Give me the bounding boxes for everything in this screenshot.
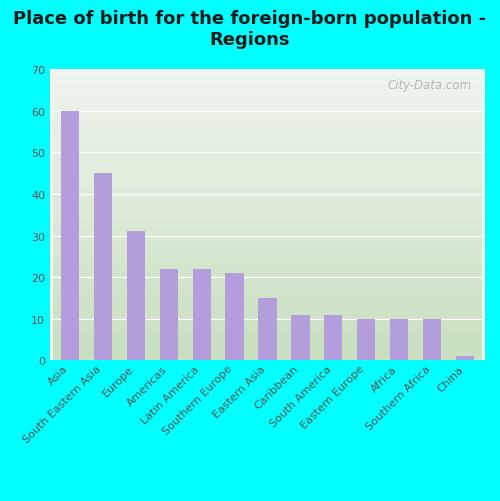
Text: Place of birth for the foreign-born population -
Regions: Place of birth for the foreign-born popu… — [14, 10, 486, 49]
Bar — [390, 319, 408, 361]
Bar — [423, 319, 442, 361]
Bar — [226, 274, 244, 361]
Bar — [358, 319, 376, 361]
Bar — [192, 270, 210, 361]
Bar — [258, 299, 276, 361]
Bar — [60, 112, 79, 361]
Bar — [160, 270, 178, 361]
Bar — [94, 174, 112, 361]
Bar — [456, 357, 474, 361]
Bar — [292, 315, 310, 361]
Text: City-Data.com: City-Data.com — [388, 79, 472, 92]
Bar — [324, 315, 342, 361]
Bar — [126, 232, 144, 361]
